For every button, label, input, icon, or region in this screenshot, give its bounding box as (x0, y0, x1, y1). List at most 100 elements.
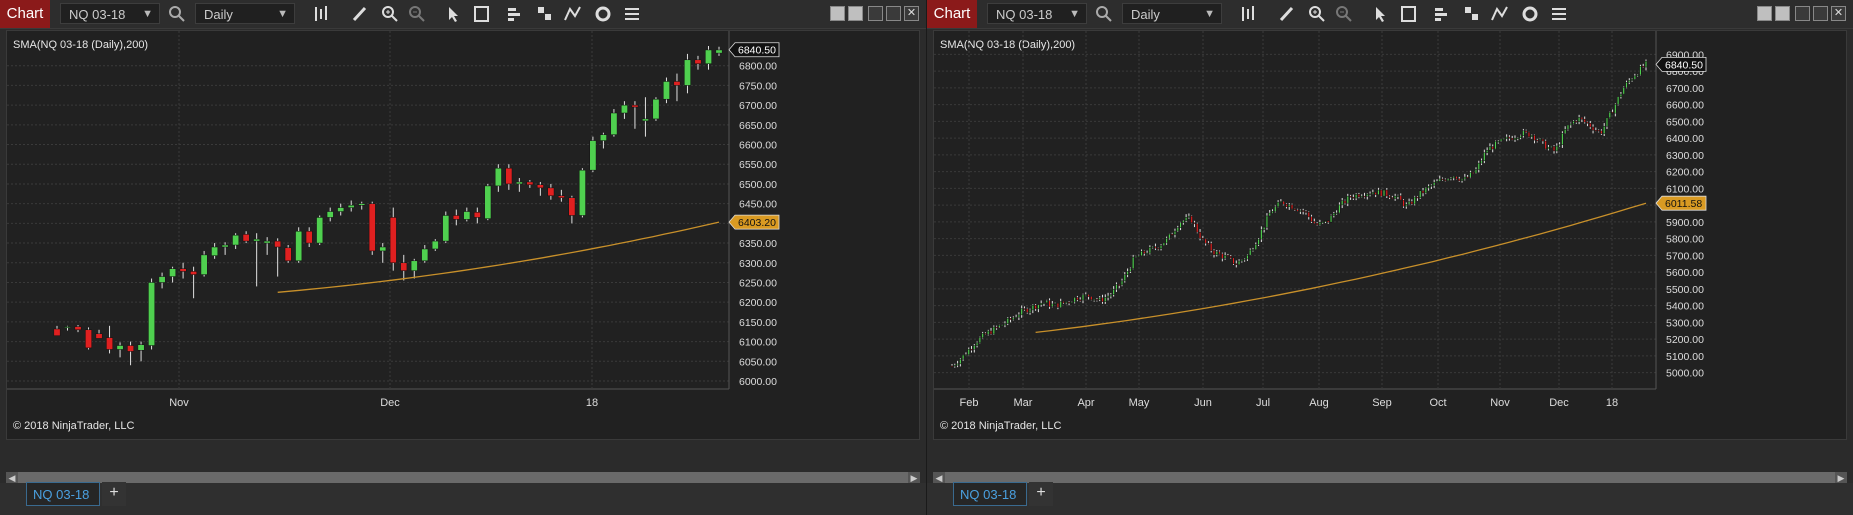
candle-body (1168, 233, 1171, 239)
price-chart[interactable]: 6900.006800.006700.006600.006500.006400.… (934, 31, 1846, 439)
candle-body (992, 326, 995, 335)
candle-body (970, 348, 973, 351)
candle-body (962, 354, 965, 360)
chart-panel-right: Chart NQ 03-18 ▼ Daily ▼ ✕ SMA(NQ 03-18 (D… (927, 0, 1853, 515)
candle-body (1449, 177, 1452, 180)
minimize-button[interactable] (868, 6, 883, 21)
close-button[interactable]: ✕ (904, 6, 919, 21)
zoom-in-icon[interactable] (380, 4, 400, 24)
data-box-icon[interactable] (1399, 4, 1419, 24)
indicator-icon[interactable] (1462, 4, 1482, 24)
x-tick-label: Dec (380, 397, 400, 409)
candle-body (1617, 96, 1620, 105)
candle-body (1435, 181, 1439, 183)
window-link-button[interactable] (1757, 6, 1772, 21)
data-box-icon[interactable] (472, 4, 492, 24)
candle-body (1494, 141, 1497, 150)
maximize-button[interactable] (1813, 6, 1828, 21)
candle-body (137, 344, 145, 351)
strategy-icon[interactable] (1432, 4, 1452, 24)
candle-body (1185, 217, 1188, 222)
candle-body (1455, 176, 1458, 180)
chevron-down-icon: ▼ (277, 8, 288, 20)
refresh-icon[interactable] (593, 4, 613, 24)
candle-body (568, 197, 576, 216)
candle-body (1098, 297, 1101, 300)
candle-body (1140, 250, 1143, 257)
y-tick-label: 6750.00 (739, 80, 777, 92)
pointer-icon[interactable] (1371, 4, 1391, 24)
candle-body (1522, 130, 1525, 137)
candle-body (1084, 294, 1087, 296)
tab-instrument[interactable]: NQ 03-18 (953, 482, 1027, 506)
add-tab-button[interactable]: + (1029, 482, 1053, 506)
candle-body (1366, 193, 1369, 197)
bar-style-icon[interactable] (1239, 4, 1259, 24)
candle-body (1332, 213, 1335, 216)
candle-body (253, 238, 261, 242)
chart-canvas[interactable]: SMA(NQ 03-18 (Daily),200) 6800.00 6750.00… (6, 30, 920, 440)
price-chart[interactable]: 6800.00 6750.00 6700.00 6650.00 6600.00 6550.… (7, 31, 919, 439)
search-icon[interactable] (1094, 4, 1114, 24)
drawing-tools-icon[interactable] (563, 4, 583, 24)
tab-instrument[interactable]: NQ 03-18 (26, 482, 100, 506)
candle-body (1480, 160, 1483, 164)
scroll-right-icon[interactable]: ▶ (1835, 472, 1847, 484)
chart-canvas[interactable]: SMA(NQ 03-18 (Daily),200) 6900.00 6800.00… (933, 30, 1847, 440)
search-icon[interactable] (167, 4, 187, 24)
bar-style-icon[interactable] (312, 4, 332, 24)
candle-body (967, 348, 970, 355)
candle-body (410, 260, 418, 271)
add-tab-button[interactable]: + (102, 482, 126, 506)
candle-body (1313, 221, 1316, 224)
zoom-in-icon[interactable] (1307, 4, 1327, 24)
y-tick-label: 5000.00 (1666, 368, 1704, 380)
drawing-tools-icon[interactable] (1490, 4, 1510, 24)
instrument-selector[interactable]: NQ 03-18 ▼ (60, 3, 160, 24)
candle-body (1466, 176, 1469, 179)
candle-body (242, 234, 250, 242)
pencil-icon[interactable] (350, 4, 370, 24)
instrument-selector[interactable]: NQ 03-18 ▼ (987, 3, 1087, 24)
candle-body (1561, 133, 1564, 145)
minimize-button[interactable] (1795, 6, 1810, 21)
window-link-button[interactable] (830, 6, 845, 21)
zoom-out-icon[interactable] (407, 4, 427, 24)
window-pin-button[interactable] (848, 6, 863, 21)
candle-body (557, 195, 565, 198)
candle-body (956, 363, 959, 366)
chart-scrollbar[interactable]: ◀ ▶ (933, 472, 1847, 484)
candle-body (578, 169, 586, 216)
indicator-icon[interactable] (535, 4, 555, 24)
chart-scrollbar[interactable]: ◀ ▶ (6, 472, 920, 484)
candle-body (1207, 242, 1210, 245)
candle-body (1023, 308, 1026, 310)
interval-selector[interactable]: Daily ▼ (1122, 3, 1222, 24)
candle-body (326, 211, 334, 218)
x-tick-label: Nov (1490, 397, 1510, 409)
pencil-icon[interactable] (1277, 4, 1297, 24)
candle-body (1187, 215, 1190, 218)
last-price-badge-label: 6840.50 (738, 45, 776, 57)
properties-icon[interactable] (622, 4, 642, 24)
chart-menu-button[interactable]: Chart (927, 0, 977, 28)
interval-selector[interactable]: Daily ▼ (195, 3, 295, 24)
window-pin-button[interactable] (1775, 6, 1790, 21)
candle-body (1159, 245, 1163, 249)
zoom-out-icon[interactable] (1334, 4, 1354, 24)
close-button[interactable]: ✕ (1831, 6, 1846, 21)
strategy-icon[interactable] (505, 4, 525, 24)
refresh-icon[interactable] (1520, 4, 1540, 24)
pointer-icon[interactable] (444, 4, 464, 24)
candle-body (1578, 117, 1581, 122)
maximize-button[interactable] (886, 6, 901, 21)
candle-body (1101, 297, 1104, 302)
candle-body (1132, 256, 1135, 269)
scroll-left-icon[interactable]: ◀ (933, 472, 945, 484)
candle-body (316, 217, 324, 244)
y-tick-label: 5300.00 (1666, 317, 1704, 329)
scroll-right-icon[interactable]: ▶ (908, 472, 920, 484)
chart-menu-button[interactable]: Chart (0, 0, 50, 28)
scroll-left-icon[interactable]: ◀ (6, 472, 18, 484)
properties-icon[interactable] (1549, 4, 1569, 24)
